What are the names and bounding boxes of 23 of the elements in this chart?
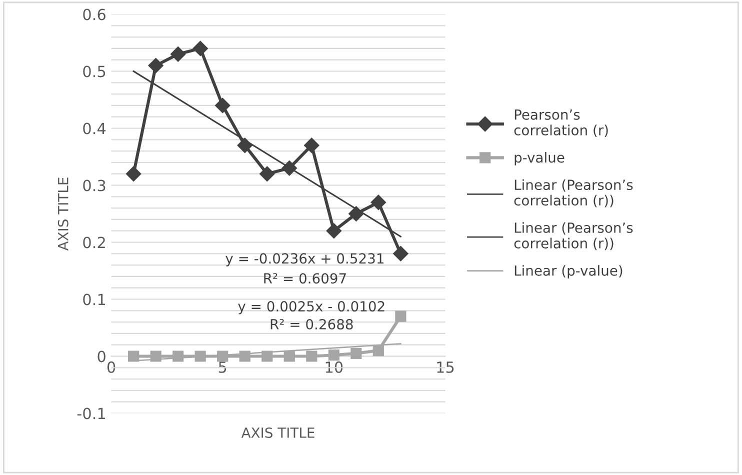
annotation: R² = 0.6097: [264, 273, 346, 284]
x-tick-label: 15: [437, 362, 454, 373]
y-axis-title: AXIS TITLE: [58, 178, 68, 251]
y-tick-label: 0.4: [83, 122, 106, 134]
y-tick-label: 0.2: [83, 236, 105, 248]
annotation: R² = 0.2688: [270, 318, 353, 330]
y-tick-label: 0.1: [83, 294, 106, 306]
x-tick-label: 0: [107, 361, 116, 373]
y-tick-label: -0.1: [77, 408, 106, 420]
x-tick-label: 10: [326, 361, 343, 373]
legend-label: Linear (p-value): [514, 265, 622, 279]
y-tick-label: 0.3: [83, 180, 106, 192]
annotation: y = -0.0236x + 0.5231: [226, 253, 384, 266]
x-tick-label: 5: [218, 362, 226, 373]
annotation: y = 0.0025x - 0.0102: [238, 301, 384, 314]
y-tick-label: 0.5: [83, 66, 106, 78]
legend-label: Pearson’s correlation (r): [514, 110, 608, 138]
legend-label: p-value: [514, 152, 564, 166]
legend-label: Linear (Pearson’s correlation (r)): [514, 222, 633, 250]
x-axis-title: AXIS TITLE: [241, 427, 314, 438]
y-tick-label: 0.6: [83, 8, 106, 20]
legend-label: Linear (Pearson’s correlation (r)): [514, 179, 633, 208]
y-tick-label: 0: [98, 350, 106, 362]
